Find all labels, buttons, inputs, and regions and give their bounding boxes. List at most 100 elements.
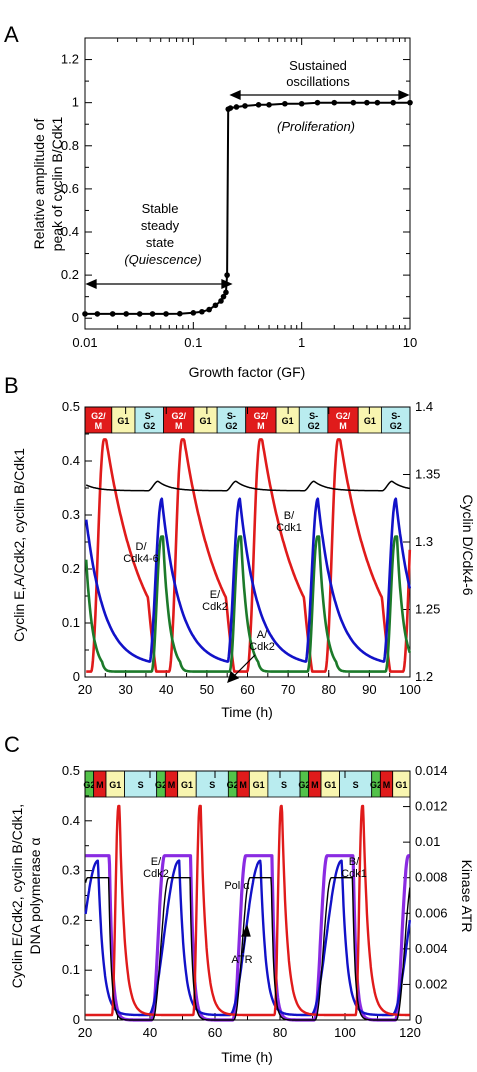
phase-label: G2	[83, 780, 95, 790]
label-c-b-cdk1-b: Cdk1	[341, 868, 367, 880]
phase-label: M	[95, 421, 103, 431]
phase-label: G2	[308, 421, 320, 431]
stable-label-2: steady	[141, 218, 180, 233]
data-point	[227, 105, 234, 111]
y2-tick-label: 0.006	[415, 905, 448, 920]
data-point	[199, 308, 205, 315]
data-point	[206, 306, 212, 313]
x-tick-label: 60	[208, 1025, 222, 1040]
x-tick-label: 0.01	[72, 335, 97, 350]
y-tick-label: 0	[73, 1012, 80, 1027]
series-line-green	[84, 535, 412, 673]
phase-label: M	[168, 780, 176, 790]
phase-label: S	[353, 780, 359, 790]
y-tick-label: 0.1	[62, 962, 80, 977]
data-point	[314, 99, 321, 106]
label-d-cdk46-b: Cdk4-6	[123, 553, 158, 565]
panel-b-letter: B	[4, 373, 19, 398]
label-e-cdk2-a: E/	[210, 589, 221, 601]
y-tick-label: 0.4	[61, 224, 79, 239]
series-line-black	[84, 877, 411, 1021]
label-d-cdk46-a: D/	[136, 541, 148, 553]
y-tick-label: 0.2	[61, 267, 79, 282]
x-tick-label: 100	[399, 682, 421, 697]
phase-label: G1	[109, 780, 121, 790]
y2-tick-label: 1.2	[415, 669, 433, 684]
y-tick-label: 0.1	[62, 615, 80, 630]
panel-b-y2label: Cyclin D/Cdk4-6	[460, 494, 476, 595]
phase-label: M	[257, 421, 265, 431]
data-point	[82, 311, 88, 317]
phase-label: M	[96, 780, 104, 790]
x-tick-label: 0.1	[184, 335, 202, 350]
y2-tick-label: 0.014	[415, 763, 448, 778]
y-tick-label: 0	[73, 669, 80, 684]
x-tick-label: 10	[403, 335, 417, 350]
x-tick-label: 1	[298, 335, 305, 350]
data-point	[255, 102, 262, 108]
phase-label: S	[209, 780, 215, 790]
y-tick-label: 0.2	[62, 561, 80, 576]
y-tick-label: 0	[72, 310, 79, 325]
label-c-e-cdk2-a: E/	[151, 856, 162, 868]
panel-c-y2label: Kinase ATR	[459, 860, 475, 933]
data-point	[136, 311, 143, 317]
phase-cell	[245, 406, 277, 434]
panel-b-xlabel: Time (h)	[221, 704, 273, 720]
panel-b-ticks: 20 30 40 50 60 70 80 90 100 0 0.1 0.2 0.3 0.4 0.5 1.2 1.…	[62, 399, 440, 697]
phase-label: G2	[298, 780, 310, 790]
phase-label: G1	[253, 780, 265, 790]
data-point	[123, 311, 129, 317]
quiescence-arrow	[85, 278, 233, 290]
label-pol-alpha: Pol α	[224, 880, 250, 892]
y2-tick-label: 1.4	[415, 399, 433, 414]
panel-c-xlabel: Time (h)	[221, 1049, 273, 1065]
phase-label: S-	[227, 411, 236, 421]
phase-label: G2/	[171, 411, 186, 421]
phase-label: M	[175, 421, 183, 431]
data-point	[331, 99, 338, 106]
label-a-cdk2-b: Cdk2	[249, 641, 275, 653]
panel-c-ylabel-2: DNA polymerase α	[27, 837, 43, 954]
data-point	[350, 99, 357, 106]
phase-label: G1	[200, 416, 212, 426]
data-point	[233, 104, 240, 110]
panel-a-frame	[84, 37, 411, 330]
y2-tick-label: 0.012	[415, 799, 448, 814]
label-c-e-cdk2-b: Cdk2	[143, 868, 169, 880]
data-point	[190, 310, 197, 316]
phase-label: G1	[181, 780, 193, 790]
data-point	[266, 102, 272, 108]
x-tick-label: 30	[118, 682, 132, 697]
data-point	[212, 302, 219, 309]
data-point	[176, 310, 183, 317]
y-tick-label: 0.4	[62, 453, 80, 468]
phase-label: G2/	[254, 411, 269, 421]
phase-cell	[327, 406, 359, 434]
y-tick-label: 0.2	[62, 912, 80, 927]
data-point	[109, 311, 116, 317]
y2-tick-label: 0.004	[415, 941, 448, 956]
y-tick-label: 0.5	[62, 399, 80, 414]
series-line-black	[85, 480, 410, 492]
data-point	[374, 99, 381, 106]
panel-a-ticks: 0.01 0.1 1 10 0 0.2 0.4 0.6 0.8 1 1.2	[61, 37, 417, 350]
phase-label: G2	[143, 421, 155, 431]
y-tick-label: 1	[72, 95, 79, 110]
phase-label: M	[239, 780, 247, 790]
phase-label: S-	[391, 411, 400, 421]
y-tick-label: 0.8	[61, 138, 79, 153]
series-line-red	[85, 438, 412, 673]
y-tick-label: 0.3	[62, 507, 80, 522]
y2-tick-label: 0.002	[415, 976, 448, 991]
x-tick-label: 20	[78, 682, 92, 697]
data-point	[282, 100, 288, 107]
phase-label: G1	[395, 780, 407, 790]
phase-cell	[267, 770, 301, 798]
phase-label: G1	[364, 416, 376, 426]
label-a-cdk2-a: A/	[257, 629, 268, 641]
phase-label: G2	[227, 780, 239, 790]
phase-cell	[163, 406, 195, 434]
phase-label: G2	[390, 421, 402, 431]
